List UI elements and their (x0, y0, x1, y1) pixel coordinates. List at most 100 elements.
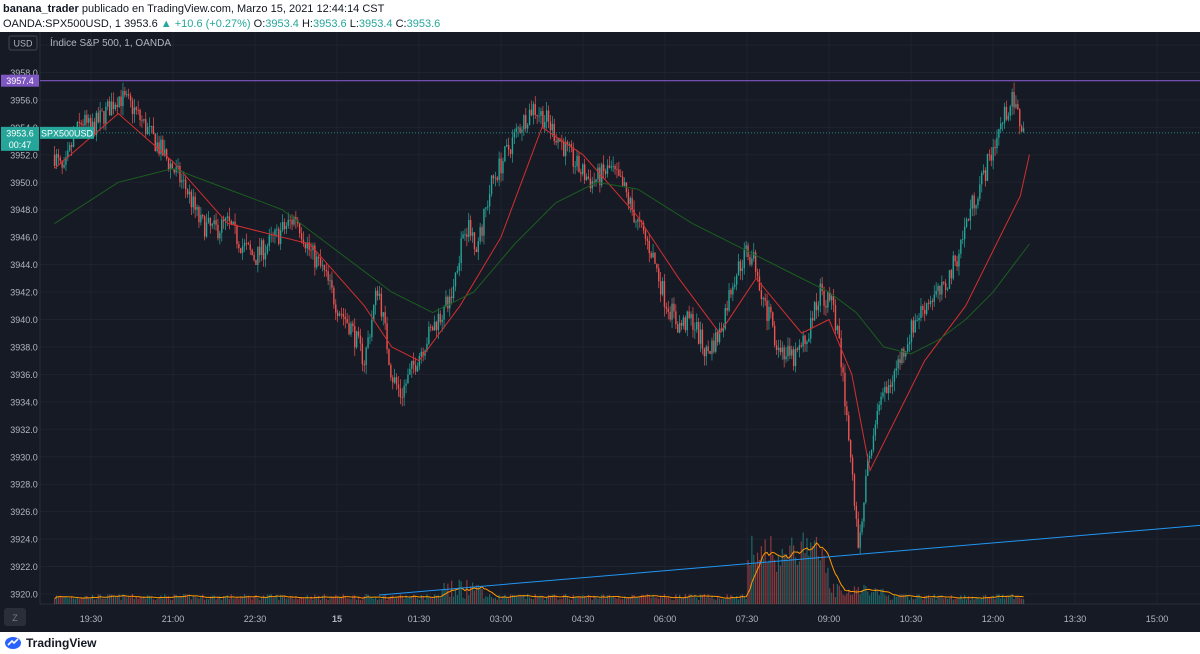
volume-bar (527, 594, 529, 604)
volume-bar (327, 599, 329, 604)
candle-body (587, 176, 590, 179)
candle-body (488, 194, 491, 207)
volume-bar (490, 596, 493, 604)
volume-bar (901, 594, 903, 604)
high-label: H: (301, 18, 313, 30)
candle-body (450, 296, 453, 299)
candle-body (205, 222, 208, 237)
zoom-button[interactable] (4, 608, 26, 626)
volume-bar (158, 597, 160, 604)
countdown-value: 00:47 (9, 140, 32, 150)
time-axis[interactable]: 19:30 21:00 22:30 15 01:30 03:00 04:30 06:00 07:… (80, 614, 1169, 624)
tradingview-logo[interactable]: TradingView (4, 636, 96, 650)
volume-bar (338, 597, 341, 604)
candle-body (361, 343, 364, 365)
candle-body (492, 175, 495, 179)
candle-body (696, 322, 698, 330)
candle-body (202, 214, 204, 217)
candle-body (623, 182, 626, 186)
candle-body (669, 311, 671, 320)
volume-bar (684, 594, 686, 604)
candle-body (441, 319, 443, 323)
candle-body (965, 219, 968, 227)
volume-bar (365, 594, 367, 604)
volume-bar (880, 589, 882, 604)
volume-bar (185, 594, 187, 604)
candle-body (709, 351, 711, 354)
candle-body (257, 246, 259, 266)
volume-bar (494, 597, 496, 604)
candle-body (460, 238, 462, 264)
volume-bar (354, 595, 356, 604)
volume-bar (599, 598, 601, 604)
volume-bar (775, 571, 778, 604)
candle-body (688, 311, 690, 319)
volume-bar (395, 597, 398, 604)
volume-bar (405, 595, 407, 604)
currency-box[interactable] (8, 35, 38, 51)
chart-title: Índice S&P 500, 1, OANDA (50, 36, 171, 49)
candle-body (775, 345, 778, 350)
volume-bar (289, 596, 291, 604)
volume-bar (437, 595, 439, 604)
candle-body (198, 206, 200, 223)
candle-body (154, 134, 156, 152)
price-tick-label: 3928.0 (10, 480, 38, 490)
candle-body (905, 351, 907, 357)
candle-body (637, 219, 639, 222)
horizontal-line-tag[interactable] (1, 74, 39, 87)
candle-body (289, 219, 291, 221)
volume-bar (568, 599, 571, 604)
candle-body (67, 150, 69, 158)
volume-bar (722, 598, 724, 604)
volume-bar (869, 595, 871, 604)
candle-body (262, 240, 265, 260)
price-axis[interactable]: 3960.03958.03956.03954.03952.03950.03948… (10, 41, 38, 600)
candle-body (585, 176, 588, 180)
last-price-tag[interactable] (1, 126, 39, 151)
candle-body (285, 225, 288, 230)
candle-body (447, 296, 449, 309)
volume-bar (639, 596, 641, 604)
candle-body (661, 280, 664, 295)
ma-slow-line (54, 167, 1030, 355)
candle-body (1022, 128, 1025, 132)
volume-bar (262, 595, 265, 604)
chart-area[interactable]: 3960.03958.03956.03954.03952.03950.03948… (0, 32, 1200, 632)
candle-body (851, 457, 854, 475)
candle-body (734, 284, 736, 287)
candle-body (982, 170, 985, 173)
volume-bar (369, 597, 371, 604)
symbol-tag[interactable] (40, 126, 94, 139)
volume-bar (772, 554, 774, 604)
candle-body (652, 252, 654, 258)
candle-body (760, 290, 763, 300)
candle-body (918, 318, 920, 321)
volume-bar (842, 594, 844, 604)
candle-body (192, 196, 194, 208)
candle-body (135, 107, 137, 110)
volume-bar (487, 596, 489, 604)
triangle-up-icon: ▲ (160, 18, 172, 30)
candle-body (143, 119, 145, 121)
volume-bar (272, 598, 274, 604)
candle-body (342, 313, 345, 317)
volume-bar (882, 588, 884, 604)
volume-bar (546, 596, 548, 604)
candle-body (317, 256, 320, 259)
volume-bar (745, 599, 747, 604)
candle-body (908, 342, 911, 345)
trend-line[interactable] (378, 524, 1200, 596)
candle-body (333, 287, 335, 305)
volume-bar (789, 545, 791, 604)
volume-bar (777, 554, 780, 604)
candle-body (397, 384, 400, 389)
candle-body (578, 155, 580, 173)
candle-body (388, 349, 390, 365)
author-name[interactable]: banana_trader (3, 3, 79, 15)
candle-body (483, 208, 485, 236)
price-chart[interactable]: 3960.03958.03956.03954.03952.03950.03948… (0, 32, 1200, 632)
volume-bar (973, 599, 975, 604)
candle-body (675, 311, 677, 325)
candle-body (116, 104, 118, 108)
